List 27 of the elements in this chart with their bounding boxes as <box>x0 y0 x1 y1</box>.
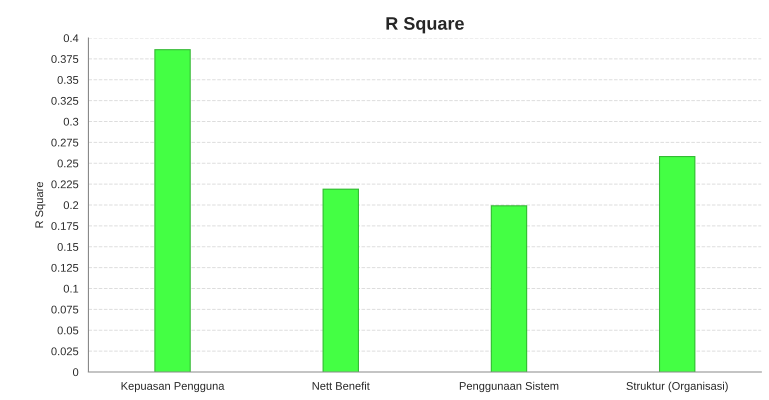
y-tick-label: 0.1 <box>64 284 78 293</box>
y-tick-label: 0.2 <box>64 201 78 210</box>
x-tick-label: Penggunaan Sistem <box>460 382 558 392</box>
y-tick-label: 0.025 <box>51 347 78 356</box>
y-tick-label: 0.25 <box>58 160 78 168</box>
y-tick-label: 0.325 <box>51 96 78 105</box>
y-tick-label: 0.375 <box>51 55 78 64</box>
chart-title: R Square <box>386 17 464 34</box>
y-tick-label: 0.275 <box>51 138 78 147</box>
y-tick-label: 0.3 <box>64 118 78 126</box>
y-tick-label: 0.225 <box>51 180 78 188</box>
y-tick-label: 0.15 <box>58 243 78 251</box>
bar <box>154 49 191 372</box>
bar <box>658 156 696 372</box>
x-tick-label: Nett Benefit <box>312 382 370 390</box>
y-tick-label: 0.075 <box>51 306 78 314</box>
bar <box>490 205 528 372</box>
x-tick-label: Kepuasan Pengguna <box>122 382 224 392</box>
y-tick-label: 0.4 <box>64 34 78 42</box>
y-tick-label: 0.125 <box>51 264 78 272</box>
y-tick-label: 0.175 <box>51 222 78 230</box>
y-axis-title: R Square <box>35 182 46 228</box>
y-tick-label: 0.05 <box>58 326 78 334</box>
bar <box>322 188 359 372</box>
y-tick-label: 0 <box>72 368 78 376</box>
y-tick-label: 0.35 <box>58 76 78 84</box>
x-tick-label: Struktur (Organisasi) <box>626 382 728 392</box>
